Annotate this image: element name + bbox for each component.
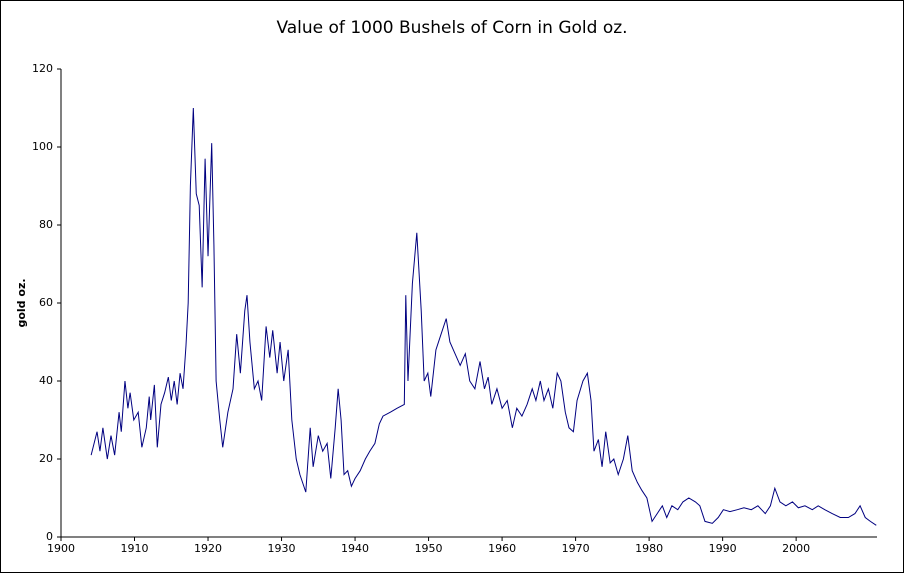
x-tick-label: 2000 [782,542,810,555]
chart-title: Value of 1000 Bushels of Corn in Gold oz… [276,18,627,38]
x-tick-label: 1910 [121,542,149,555]
y-axis-label: gold oz. [15,278,28,327]
y-tick-label: 80 [39,218,53,231]
x-tick-label: 1950 [415,542,443,555]
y-tick-label: 0 [46,530,53,543]
y-tick-label: 120 [32,62,53,75]
y-tick-label: 20 [39,452,53,465]
x-tick-label: 1900 [47,542,75,555]
x-tick-label: 1940 [341,542,369,555]
y-tick-label: 60 [39,296,53,309]
x-tick-label: 1920 [194,542,222,555]
x-tick-label: 1980 [635,542,663,555]
y-tick-label: 40 [39,374,53,387]
x-tick-label: 1960 [488,542,516,555]
x-tick-label: 1930 [268,542,296,555]
x-tick-label: 1970 [562,542,590,555]
y-tick-label: 100 [32,140,53,153]
data-line [90,107,877,526]
x-tick-label: 1990 [709,542,737,555]
